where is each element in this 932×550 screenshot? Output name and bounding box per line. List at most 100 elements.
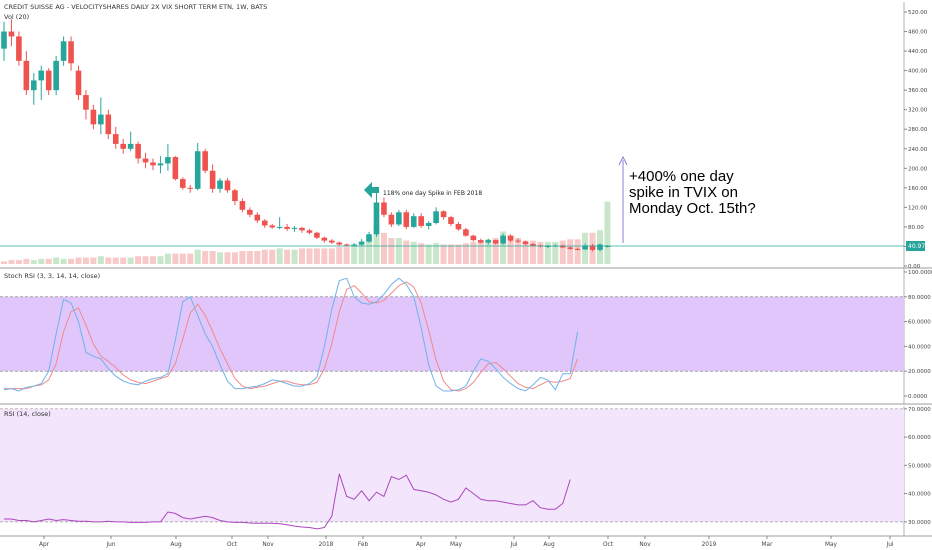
candle-body — [83, 95, 89, 110]
candle — [194, 142, 201, 191]
candle — [597, 243, 603, 252]
candle — [455, 222, 462, 231]
volume-bar — [299, 248, 305, 264]
volume-bar — [172, 253, 179, 264]
candle — [366, 231, 372, 243]
volume-bar — [485, 239, 492, 264]
candle — [98, 97, 104, 135]
volume-bar — [395, 238, 402, 264]
volume-bar — [82, 257, 89, 264]
candle-body — [68, 41, 74, 64]
candle-body — [410, 216, 417, 227]
candle-body — [500, 235, 506, 244]
candle-body — [112, 134, 119, 144]
candle-body — [403, 212, 410, 227]
candle — [31, 73, 37, 105]
volume-bar — [231, 252, 238, 264]
candle — [1, 21, 7, 61]
rsi-pane: 70.0000 60.0000 50.0000 40.0000 30.0000 — [0, 407, 931, 530]
candle-body — [269, 225, 275, 228]
volume-bar — [388, 238, 395, 264]
volume-bar — [53, 257, 60, 264]
volume-bar — [351, 245, 358, 264]
candle-body — [440, 211, 447, 218]
candle-body — [478, 240, 484, 243]
oct-annotation-line-1: +400% one day — [629, 168, 734, 185]
candle-body — [254, 214, 261, 221]
candle-body — [314, 232, 320, 238]
candle — [396, 209, 402, 226]
candle-body — [16, 36, 22, 61]
candle-body — [366, 234, 372, 242]
price-tick-label: 120.00 — [908, 205, 928, 211]
candle — [142, 152, 149, 169]
time-tick-label: Apr — [39, 542, 50, 548]
candle — [507, 234, 514, 243]
volume-bar — [90, 257, 97, 264]
candle — [16, 31, 22, 66]
volume-bar — [112, 257, 119, 264]
volume-bar — [284, 249, 291, 264]
volume-bar — [321, 248, 328, 264]
volume-bar — [358, 244, 365, 264]
candle-body — [38, 70, 45, 81]
volume-bar — [1, 261, 7, 264]
volume-bar — [127, 257, 134, 264]
candle-body — [530, 244, 536, 246]
volume-bar — [552, 241, 559, 264]
candle-body — [604, 245, 611, 247]
stoch-rsi-label: Stoch RSI (3, 3, 14, 14, close) — [4, 272, 100, 280]
volume-bar — [433, 243, 440, 264]
candle-body — [448, 217, 454, 224]
volume-bar — [515, 238, 522, 264]
volume-bar — [537, 241, 544, 264]
volume-bar — [142, 256, 149, 264]
candle — [254, 212, 261, 224]
volume-bar — [15, 260, 22, 264]
price-tick-label: 200.00 — [908, 166, 928, 172]
candle — [589, 244, 596, 252]
candle-body — [559, 245, 566, 248]
feb-spike-label: 118% one day Spike in FEB 2018 — [383, 190, 482, 197]
candle — [8, 19, 15, 47]
volume-bar — [477, 240, 484, 264]
time-tick-label: Nov — [639, 542, 651, 548]
candle — [567, 246, 573, 250]
volume-bar — [261, 249, 268, 264]
volume-label: Vol (20) — [4, 13, 29, 21]
candle — [545, 244, 551, 248]
volume-bar — [8, 260, 15, 264]
candle — [314, 231, 320, 240]
candle — [23, 51, 30, 96]
volume-bar — [425, 244, 432, 264]
left-arrow-icon — [364, 182, 379, 198]
candle-body — [142, 158, 149, 163]
candle — [478, 238, 484, 244]
time-tick-label: Jul — [510, 542, 518, 548]
candle — [276, 217, 283, 230]
candle-body — [545, 245, 551, 247]
candle — [150, 158, 156, 171]
rsi-tick-label: 50.0000 — [908, 463, 931, 469]
volume-bar — [254, 251, 261, 264]
candle-body — [299, 227, 305, 231]
candle-body — [98, 114, 104, 125]
volume-bar — [492, 238, 499, 264]
volume-bar — [343, 247, 350, 264]
volume-bar — [38, 258, 45, 264]
volume-bar — [380, 232, 387, 264]
rsi-tick-label: 40.0000 — [908, 492, 931, 498]
candle — [582, 243, 588, 250]
candle — [425, 221, 432, 230]
candle-body — [291, 227, 298, 229]
volume-bar — [105, 257, 112, 264]
candles — [1, 19, 611, 252]
volume-bar — [135, 256, 142, 264]
price-axis: 520.00 480.00 440.00 400.00 360.00 320.00 280.… — [0, 10, 928, 270]
time-tick-label: Aug — [170, 542, 182, 548]
candle — [38, 65, 45, 100]
candle — [239, 198, 246, 213]
candle — [463, 227, 469, 237]
time-axis: Apr Jun Aug Oct Nov 2018 Feb Apr May Jul Aug Oct Nov… — [39, 536, 894, 548]
rsi-band — [0, 408, 904, 522]
